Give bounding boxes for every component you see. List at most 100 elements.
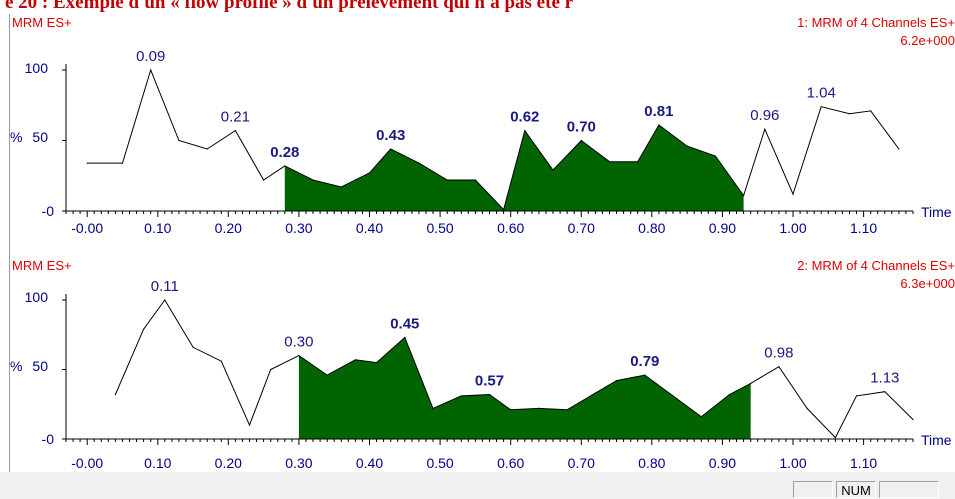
y-tick-label: 50 — [32, 129, 48, 145]
num-indicator: NUM — [841, 483, 871, 498]
page-heading-text: e 20 : Exemple d'un « flow profile » d'u… — [5, 0, 574, 13]
data-point — [714, 155, 717, 157]
x-tick-label: 0.40 — [356, 455, 383, 471]
x-tick-label: 0.70 — [568, 220, 595, 236]
x-tick-label: 1.00 — [779, 220, 806, 236]
data-point — [700, 416, 702, 418]
data-point — [340, 186, 342, 188]
data-point — [418, 162, 420, 164]
data-point — [792, 193, 794, 195]
x-tick-label: 0.50 — [426, 455, 453, 471]
x-tick-label: 0.60 — [497, 220, 524, 236]
x-tick-label: -0.00 — [71, 220, 103, 236]
x-axis-label: Time — [921, 432, 952, 448]
data-point — [114, 393, 116, 396]
trace-title: 1: MRM of 4 Channels ES+ — [797, 15, 955, 30]
y-axis-label: % — [10, 358, 22, 374]
data-point — [86, 162, 88, 164]
status-pane-empty-1 — [793, 481, 833, 498]
chromatogram-charts[interactable]: -0.00 0.10 0.20 0.30 0.40 0.50 0.60 0.70 0.80 0.9… — [0, 0, 955, 472]
data-point — [524, 130, 526, 132]
trace-line — [87, 68, 900, 211]
data-point — [566, 409, 568, 411]
data-point — [855, 395, 858, 397]
data-point — [644, 374, 646, 376]
data-point — [298, 355, 300, 357]
data-point — [884, 391, 886, 393]
y-tick-label: 100 — [25, 60, 49, 76]
peak-label: 0.81 — [644, 103, 673, 120]
x-tick-label: 0.80 — [638, 220, 665, 236]
data-point — [503, 209, 505, 211]
y-tick-label: -0 — [42, 431, 55, 447]
data-point — [848, 113, 851, 115]
x-axis-label: Time — [921, 204, 952, 220]
data-point — [743, 194, 745, 197]
peak-label: 0.09 — [136, 48, 165, 65]
data-point — [446, 179, 448, 181]
data-point — [192, 346, 194, 348]
data-point — [121, 162, 124, 164]
peak-label: 1.04 — [807, 85, 836, 102]
data-point — [270, 368, 272, 371]
chromatogram-panel-2: -0.00 0.10 0.20 0.30 0.40 0.50 0.60 0.70 0.80 0.9… — [10, 258, 955, 471]
x-tick-label: 1.10 — [850, 220, 877, 236]
peak-label: 0.70 — [567, 119, 596, 136]
data-point — [284, 165, 286, 167]
data-point — [637, 161, 639, 163]
peak-label: 0.28 — [270, 144, 299, 161]
y-tick-label: -0 — [42, 203, 55, 219]
data-point — [870, 110, 872, 112]
data-point — [354, 359, 356, 361]
x-tick-label: 0.30 — [285, 220, 312, 236]
x-tick-label: 0.50 — [426, 220, 453, 236]
x-tick-label: 0.90 — [709, 220, 736, 236]
y-axis-label: % — [10, 129, 22, 145]
data-point — [368, 172, 371, 174]
data-point — [898, 148, 900, 150]
page-heading: e 20 : Exemple d'un « flow profile » d'u… — [0, 0, 955, 14]
data-point — [686, 145, 688, 147]
trace-title: 2: MRM of 4 Channels ES+ — [797, 258, 955, 273]
x-tick-label: 1.10 — [850, 455, 877, 471]
data-point — [248, 424, 251, 426]
data-point — [460, 395, 462, 397]
data-point — [376, 362, 378, 364]
data-point — [778, 366, 780, 368]
data-point — [178, 139, 180, 142]
trace-intensity: 6.2e+000 — [900, 33, 955, 48]
peak-label: 0.11 — [151, 278, 179, 295]
data-point — [312, 179, 314, 181]
data-point — [326, 374, 328, 376]
peak-label: 0.62 — [510, 109, 539, 126]
data-point — [432, 407, 434, 409]
status-pane-num: NUM — [836, 481, 876, 498]
chromatogram-panel-1: -0.00 0.10 0.20 0.30 0.40 0.50 0.60 0.70 0.80 0.9… — [10, 15, 955, 236]
data-point — [150, 69, 152, 71]
x-tick-label: 0.80 — [638, 455, 665, 471]
data-point — [750, 382, 752, 384]
data-point — [616, 380, 618, 382]
data-point — [538, 407, 540, 409]
data-point — [552, 169, 554, 171]
peak-label: 0.79 — [630, 353, 659, 370]
peak-label: 0.21 — [221, 109, 250, 126]
x-tick-label: 0.30 — [285, 455, 312, 471]
data-point — [672, 395, 674, 397]
y-tick-label: 50 — [32, 358, 48, 374]
data-point — [263, 179, 265, 181]
data-point — [164, 299, 166, 301]
data-point — [404, 336, 406, 339]
data-point — [488, 393, 491, 396]
x-tick-label: -0.00 — [71, 455, 103, 471]
trace-intensity: 6.3e+000 — [900, 276, 955, 291]
peak-label: 0.57 — [475, 373, 504, 390]
x-tick-label: 0.40 — [356, 220, 383, 236]
integrated-peak-area — [284, 125, 744, 211]
panel-label: MRM ES+ — [12, 258, 72, 273]
data-point — [143, 328, 145, 330]
x-tick-label: 0.10 — [144, 220, 171, 236]
data-point — [594, 392, 597, 394]
data-point — [658, 124, 660, 126]
data-point — [474, 179, 476, 181]
